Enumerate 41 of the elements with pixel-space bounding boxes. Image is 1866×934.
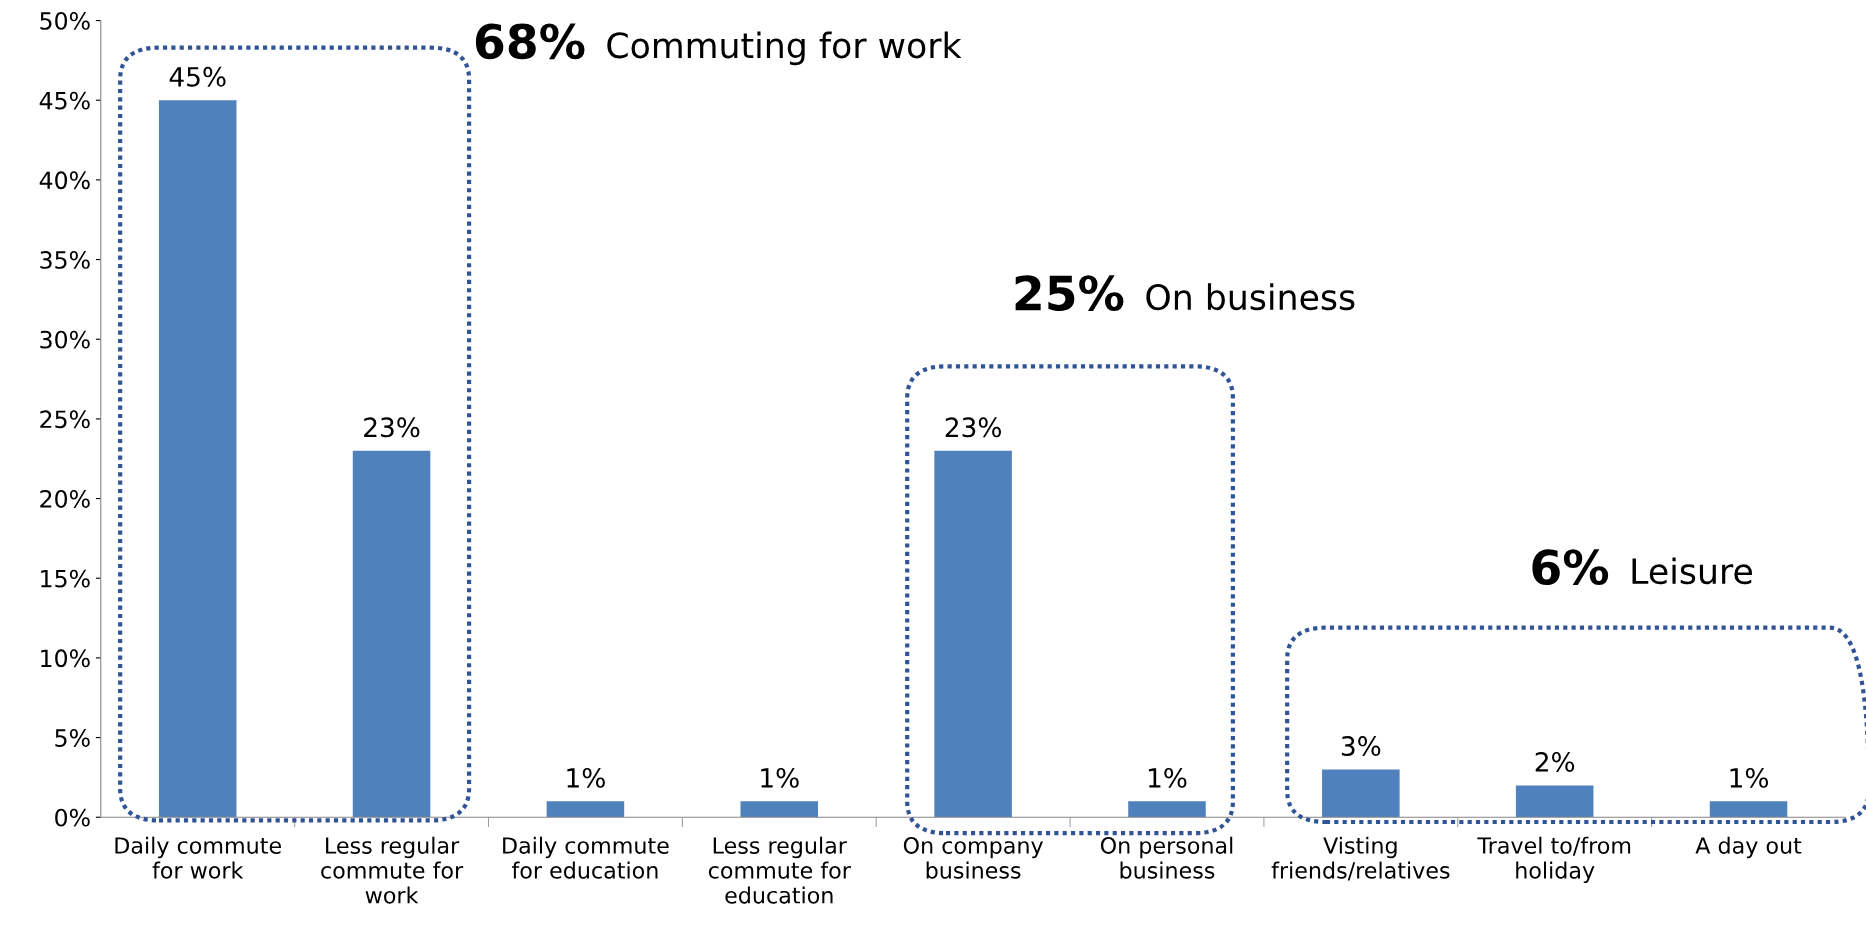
y-tick-label: 10%: [41, 649, 90, 668]
y-tick-label: 5%: [55, 729, 90, 747]
x-tick-label: Daily commute for work: [115, 836, 281, 879]
x-tick-label: Daily commute for education: [503, 836, 669, 879]
data-label: 45%: [169, 66, 226, 87]
x-tick-label: Visting friends/relatives: [1271, 836, 1450, 881]
y-tick-label: 45%: [39, 91, 90, 110]
bar: [1322, 769, 1400, 818]
data-label: 1%: [1148, 767, 1187, 788]
x-tick-label: On company business: [903, 837, 1043, 879]
annotation: 6% Leisure: [1532, 549, 1752, 586]
bar: [352, 450, 431, 818]
data-label: 23%: [945, 417, 1001, 438]
bar: [1709, 801, 1788, 818]
y-tick-label: 30%: [40, 330, 90, 349]
y-tick-label: 20%: [40, 490, 90, 508]
data-label: 2%: [1535, 751, 1575, 772]
x-tick-label: Less regular commute for work: [321, 836, 464, 904]
annotation: 25% On business: [1015, 275, 1355, 311]
x-tick-label: On personal business: [1100, 836, 1233, 879]
annotation: 68% Commuting for work: [475, 23, 962, 66]
bar: [1515, 785, 1594, 818]
data-label: 1%: [567, 767, 605, 788]
x-tick-label: Travel to/from holiday: [1477, 836, 1631, 884]
y-tick-label: 50%: [40, 11, 90, 30]
data-label: 1%: [1730, 767, 1769, 788]
bar: [740, 801, 819, 818]
bar: [158, 100, 237, 818]
y-tick-label: 35%: [40, 251, 90, 269]
bar: [546, 801, 625, 818]
y-tick-label: 15%: [41, 569, 90, 588]
data-label: 23%: [364, 417, 420, 438]
x-tick-label: Less regular commute for education: [708, 836, 851, 904]
x-tick-label: A day out: [1695, 836, 1802, 859]
data-label: 3%: [1341, 736, 1381, 756]
y-tick-label: 40%: [39, 171, 90, 190]
bar: [1128, 801, 1206, 818]
y-tick-label: 0%: [55, 808, 90, 827]
data-label: 1%: [761, 767, 799, 788]
bar: [934, 450, 1012, 818]
y-tick-label: 25%: [40, 410, 90, 429]
